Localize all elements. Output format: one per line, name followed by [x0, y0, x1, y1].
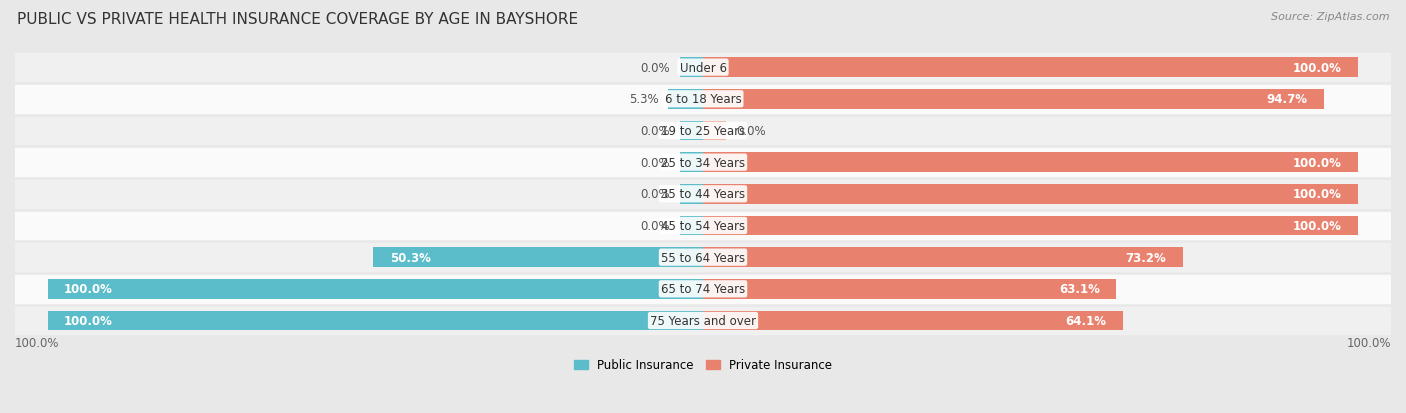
Text: 100.0%: 100.0%	[1294, 188, 1341, 201]
Text: 0.0%: 0.0%	[641, 62, 671, 74]
Text: 0.0%: 0.0%	[641, 156, 671, 169]
Bar	[15, 147, 1391, 178]
Bar	[681, 185, 703, 204]
Text: 100.0%: 100.0%	[65, 282, 112, 296]
Bar	[668, 90, 703, 109]
Text: 100.0%: 100.0%	[1347, 337, 1391, 349]
Bar	[703, 153, 1358, 173]
Bar	[703, 58, 1358, 78]
Text: 64.1%: 64.1%	[1066, 314, 1107, 327]
Text: 100.0%: 100.0%	[1294, 219, 1341, 233]
Text: Under 6: Under 6	[679, 62, 727, 74]
Bar	[703, 216, 1358, 236]
Text: 19 to 25 Years: 19 to 25 Years	[661, 125, 745, 138]
Text: 0.0%: 0.0%	[641, 188, 671, 201]
Text: 94.7%: 94.7%	[1267, 93, 1308, 106]
Text: 5.3%: 5.3%	[628, 93, 658, 106]
Bar	[703, 121, 725, 141]
Text: 65 to 74 Years: 65 to 74 Years	[661, 282, 745, 296]
Bar	[48, 311, 703, 330]
Text: 100.0%: 100.0%	[15, 337, 59, 349]
Bar	[15, 115, 1391, 147]
Bar	[703, 311, 1123, 330]
Bar	[703, 90, 1323, 109]
Bar	[681, 216, 703, 236]
Text: 35 to 44 Years: 35 to 44 Years	[661, 188, 745, 201]
Bar	[681, 58, 703, 78]
Text: 63.1%: 63.1%	[1059, 282, 1099, 296]
Legend: Public Insurance, Private Insurance: Public Insurance, Private Insurance	[569, 354, 837, 376]
Bar	[15, 52, 1391, 84]
Bar	[15, 210, 1391, 242]
Bar	[15, 84, 1391, 115]
Bar	[703, 248, 1182, 267]
Bar	[15, 305, 1391, 337]
Text: 6 to 18 Years: 6 to 18 Years	[665, 93, 741, 106]
Text: 45 to 54 Years: 45 to 54 Years	[661, 219, 745, 233]
Text: 50.3%: 50.3%	[389, 251, 430, 264]
Bar	[703, 279, 1116, 299]
Bar	[703, 185, 1358, 204]
Bar	[48, 279, 703, 299]
Bar	[15, 273, 1391, 305]
Text: 100.0%: 100.0%	[1294, 62, 1341, 74]
Text: 55 to 64 Years: 55 to 64 Years	[661, 251, 745, 264]
Bar	[681, 153, 703, 173]
Text: PUBLIC VS PRIVATE HEALTH INSURANCE COVERAGE BY AGE IN BAYSHORE: PUBLIC VS PRIVATE HEALTH INSURANCE COVER…	[17, 12, 578, 27]
Text: Source: ZipAtlas.com: Source: ZipAtlas.com	[1271, 12, 1389, 22]
Text: 100.0%: 100.0%	[65, 314, 112, 327]
Bar	[681, 121, 703, 141]
Text: 25 to 34 Years: 25 to 34 Years	[661, 156, 745, 169]
Text: 75 Years and over: 75 Years and over	[650, 314, 756, 327]
Text: 0.0%: 0.0%	[641, 125, 671, 138]
Text: 73.2%: 73.2%	[1126, 251, 1166, 264]
Bar	[15, 242, 1391, 273]
Text: 100.0%: 100.0%	[1294, 156, 1341, 169]
Text: 0.0%: 0.0%	[641, 219, 671, 233]
Text: 0.0%: 0.0%	[735, 125, 765, 138]
Bar	[15, 178, 1391, 210]
Bar	[374, 248, 703, 267]
